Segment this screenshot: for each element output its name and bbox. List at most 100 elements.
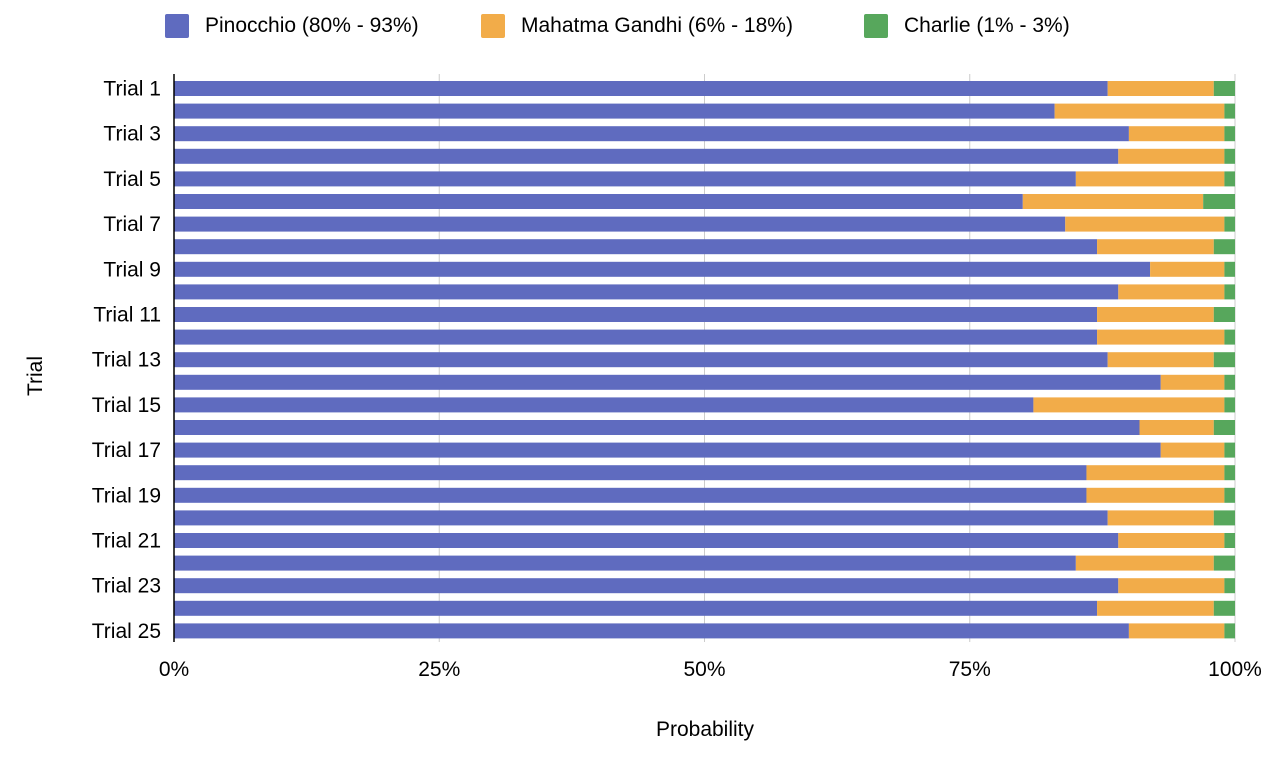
bar-charlie-trial-9[interactable] [1224,261,1235,277]
bar-mahatma-gandhi-trial-1[interactable] [1107,81,1214,96]
bar-charlie-trial-17[interactable] [1224,442,1235,458]
bar-mahatma-gandhi-trial-6[interactable] [1022,194,1204,209]
bar-charlie-trial-25[interactable] [1224,623,1235,639]
bar-charlie-trial-6[interactable] [1203,194,1235,209]
bar-mahatma-gandhi-trial-16[interactable] [1139,420,1214,435]
bar-charlie-trial-2[interactable] [1224,103,1235,119]
bar-pinocchio-trial-5[interactable] [174,171,1076,187]
bar-mahatma-gandhi-trial-22[interactable] [1075,555,1214,571]
bar-charlie-trial-8[interactable] [1213,239,1235,255]
bar-mahatma-gandhi-trial-9[interactable] [1150,261,1225,277]
y-tick-label: Trial 19 [92,484,161,507]
bar-mahatma-gandhi-trial-19[interactable] [1086,487,1225,503]
y-tick-label: Trial 1 [103,78,161,101]
bar-mahatma-gandhi-trial-4[interactable] [1118,148,1225,164]
bar-charlie-trial-15[interactable] [1224,397,1235,413]
bar-pinocchio-trial-18[interactable] [174,465,1087,481]
bar-mahatma-gandhi-trial-10[interactable] [1118,284,1225,300]
y-tick-label: Trial 23 [92,575,161,598]
bar-pinocchio-trial-2[interactable] [174,103,1055,119]
x-axis-title: Probability [656,718,755,741]
bar-charlie-trial-18[interactable] [1224,465,1235,481]
legend-item-charlie[interactable]: Charlie (1% - 3%) [864,14,1070,38]
y-tick-label: Trial 21 [92,530,161,553]
bar-charlie-trial-5[interactable] [1224,171,1235,187]
bar-charlie-trial-11[interactable] [1213,307,1235,322]
legend-label-mahatma-gandhi: Mahatma Gandhi (6% - 18%) [521,14,793,37]
bar-mahatma-gandhi-trial-18[interactable] [1086,465,1225,481]
bar-pinocchio-trial-17[interactable] [174,442,1161,458]
bar-mahatma-gandhi-trial-23[interactable] [1118,578,1225,594]
bar-charlie-trial-20[interactable] [1213,510,1235,526]
legend-label-charlie: Charlie (1% - 3%) [904,14,1070,37]
bar-charlie-trial-22[interactable] [1213,555,1235,571]
bar-pinocchio-trial-3[interactable] [174,126,1129,142]
bar-pinocchio-trial-25[interactable] [174,623,1129,639]
bar-charlie-trial-14[interactable] [1224,374,1235,390]
y-tick-label: Trial 5 [103,168,161,191]
bar-pinocchio-trial-11[interactable] [174,307,1098,322]
bar-pinocchio-trial-24[interactable] [174,600,1098,616]
bar-mahatma-gandhi-trial-14[interactable] [1160,374,1225,390]
bar-charlie-trial-16[interactable] [1213,420,1235,435]
bar-pinocchio-trial-12[interactable] [174,329,1098,345]
bar-charlie-trial-19[interactable] [1224,487,1235,503]
bar-charlie-trial-23[interactable] [1224,578,1235,594]
bar-pinocchio-trial-9[interactable] [174,261,1151,277]
bar-mahatma-gandhi-trial-7[interactable] [1065,216,1225,232]
legend-swatch-charlie [864,14,888,38]
bar-mahatma-gandhi-trial-8[interactable] [1097,239,1214,255]
bar-charlie-trial-1[interactable] [1213,81,1235,96]
x-tick-label: 100% [1208,658,1262,681]
bar-charlie-trial-21[interactable] [1224,533,1235,548]
y-tick-label: Trial 7 [103,213,161,236]
bar-pinocchio-trial-16[interactable] [174,420,1140,435]
bar-charlie-trial-3[interactable] [1224,126,1235,142]
bar-mahatma-gandhi-trial-2[interactable] [1054,103,1225,119]
bar-charlie-trial-10[interactable] [1224,284,1235,300]
bar-pinocchio-trial-23[interactable] [174,578,1119,594]
bar-charlie-trial-7[interactable] [1224,216,1235,232]
x-tick-label: 0% [159,658,189,681]
bar-charlie-trial-12[interactable] [1224,329,1235,345]
bar-charlie-trial-4[interactable] [1224,148,1235,164]
bar-mahatma-gandhi-trial-13[interactable] [1107,352,1214,368]
bar-charlie-trial-13[interactable] [1213,352,1235,368]
bar-pinocchio-trial-14[interactable] [174,374,1161,390]
bar-mahatma-gandhi-trial-17[interactable] [1160,442,1225,458]
bar-mahatma-gandhi-trial-11[interactable] [1097,307,1214,322]
bar-pinocchio-trial-10[interactable] [174,284,1119,300]
y-axis-tick-labels: Trial 1 Trial 3 Trial 5 Trial 7 Trial 9 Trial… [92,78,161,643]
bars [174,81,1235,639]
bar-pinocchio-trial-19[interactable] [174,487,1087,503]
bar-mahatma-gandhi-trial-15[interactable] [1033,397,1225,413]
bar-pinocchio-trial-20[interactable] [174,510,1108,526]
y-tick-label: Trial 13 [92,349,161,372]
bar-pinocchio-trial-22[interactable] [174,555,1076,571]
bar-pinocchio-trial-15[interactable] [174,397,1034,413]
bar-pinocchio-trial-6[interactable] [174,194,1023,209]
legend-item-mahatma-gandhi[interactable]: Mahatma Gandhi (6% - 18%) [481,14,793,38]
legend-swatch-mahatma-gandhi [481,14,505,38]
legend-item-pinocchio[interactable]: Pinocchio (80% - 93%) [165,14,419,38]
bar-mahatma-gandhi-trial-24[interactable] [1097,600,1214,616]
y-tick-label: Trial 11 [93,304,161,327]
legend-swatch-pinocchio [165,14,189,38]
bar-pinocchio-trial-7[interactable] [174,216,1066,232]
bar-pinocchio-trial-4[interactable] [174,148,1119,164]
y-tick-label: Trial 25 [92,620,161,643]
bar-pinocchio-trial-1[interactable] [174,81,1108,96]
x-tick-label: 50% [683,658,725,681]
bar-pinocchio-trial-13[interactable] [174,352,1108,368]
bar-mahatma-gandhi-trial-25[interactable] [1128,623,1225,639]
y-tick-label: Trial 15 [92,394,161,417]
bar-mahatma-gandhi-trial-3[interactable] [1128,126,1225,142]
bar-pinocchio-trial-21[interactable] [174,533,1119,548]
bar-mahatma-gandhi-trial-20[interactable] [1107,510,1214,526]
bar-mahatma-gandhi-trial-5[interactable] [1075,171,1225,187]
bar-pinocchio-trial-8[interactable] [174,239,1098,255]
bar-mahatma-gandhi-trial-21[interactable] [1118,533,1225,548]
bar-mahatma-gandhi-trial-12[interactable] [1097,329,1225,345]
bar-charlie-trial-24[interactable] [1213,600,1235,616]
